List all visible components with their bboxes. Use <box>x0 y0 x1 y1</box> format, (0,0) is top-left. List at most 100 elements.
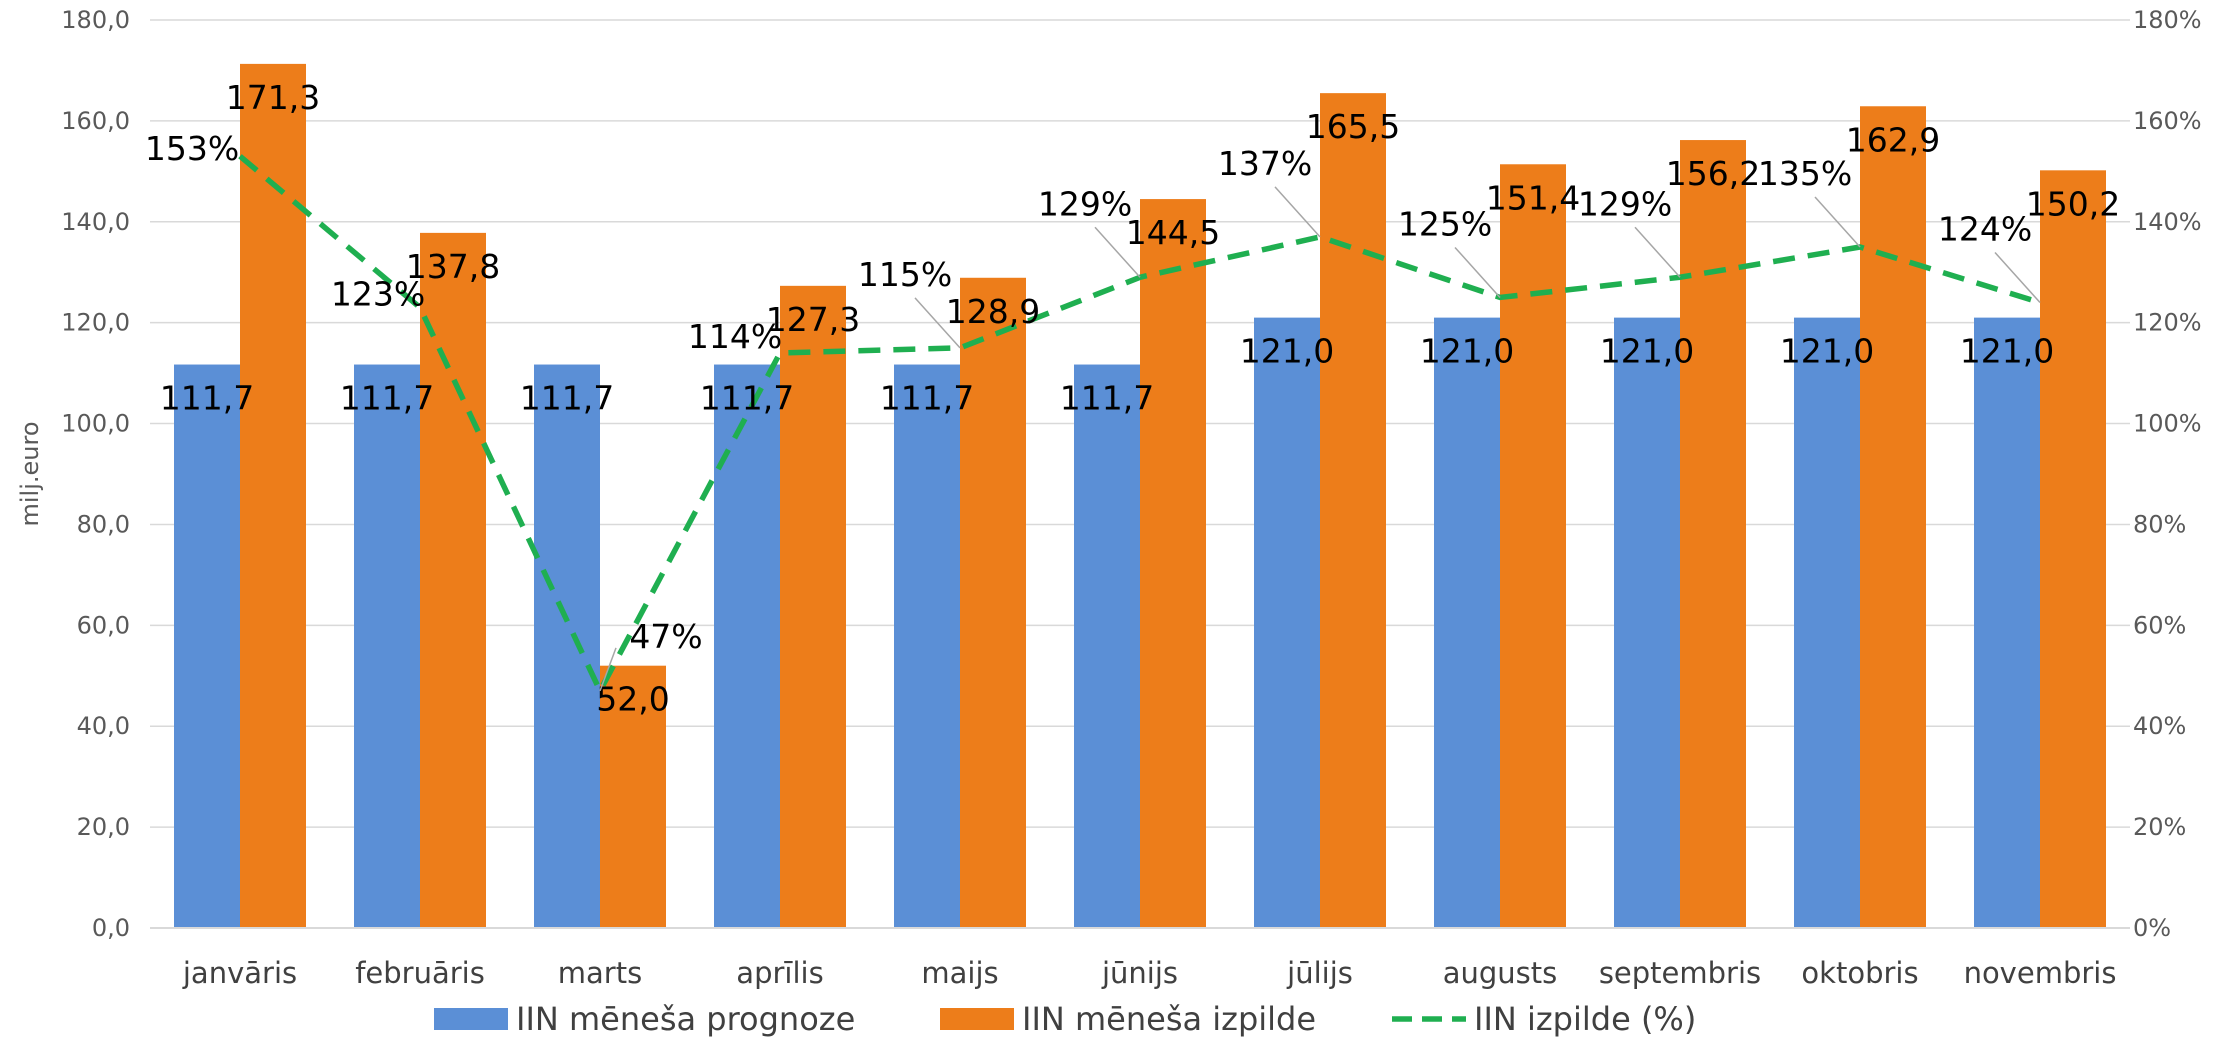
y2-tick-label: 20% <box>2133 813 2186 841</box>
y2-tick-label: 180% <box>2133 6 2202 34</box>
bar-forecast <box>894 364 960 929</box>
y-tick-label: 40,0 <box>77 712 130 740</box>
data-label-forecast: 111,7 <box>880 379 974 418</box>
y2-tick-label: 100% <box>2133 410 2202 438</box>
y-tick-label: 0,0 <box>92 914 130 942</box>
y-tick-label: 100,0 <box>61 410 130 438</box>
data-label-forecast: 111,7 <box>520 379 614 418</box>
data-label-actual: 52,0 <box>596 680 669 719</box>
x-tick-label: marts <box>558 956 642 990</box>
x-tick-label: februāris <box>355 956 485 990</box>
y-tick-label: 160,0 <box>61 107 130 135</box>
x-tick-label: oktobris <box>1801 956 1918 990</box>
data-label-actual: 150,2 <box>2026 184 2120 223</box>
bar-actual <box>240 63 306 929</box>
data-label-percent: 129% <box>1578 184 1672 223</box>
legend-label: IIN izpilde (%) <box>1474 1000 1696 1038</box>
bar-actual <box>2040 170 2106 928</box>
y2-tick-label: 80% <box>2133 510 2186 538</box>
data-label-percent: 123% <box>331 275 425 314</box>
y2-tick-label: 60% <box>2133 611 2186 639</box>
data-label-percent: 137% <box>1218 144 1312 183</box>
data-label-percent: 153% <box>145 129 239 168</box>
y-axis-left: 0,0 20,0 40,0 60,0 80,0 100,0 120,0 140,0 160,0 1… <box>61 6 130 942</box>
x-tick-label: janvāris <box>182 956 297 990</box>
data-label-percent: 115% <box>858 255 952 294</box>
data-label-forecast: 111,7 <box>160 379 254 418</box>
x-axis: janvāris februāris marts aprīlis maijs jūnijs… <box>182 956 2117 990</box>
data-label-forecast: 111,7 <box>700 379 794 418</box>
bar-forecast <box>354 364 420 929</box>
y-tick-label: 80,0 <box>77 510 130 538</box>
bar-actual <box>420 232 486 928</box>
leader-line <box>1094 226 1141 278</box>
y-tick-label: 180,0 <box>61 6 130 34</box>
bar-actual <box>1860 106 1926 928</box>
data-label-actual: 156,2 <box>1666 154 1760 193</box>
y2-tick-label: 120% <box>2133 309 2202 337</box>
bar-actual <box>960 277 1026 928</box>
legend-label: IIN mēneša prognoze <box>516 1000 855 1038</box>
data-label-forecast: 111,7 <box>1060 379 1154 418</box>
leader-line <box>1994 251 2041 303</box>
bar-forecast <box>1074 364 1140 929</box>
bar-actual <box>780 285 846 928</box>
y-tick-label: 140,0 <box>61 208 130 236</box>
bar-forecast <box>174 364 240 929</box>
data-label-actual: 162,9 <box>1846 120 1940 159</box>
y2-tick-label: 0% <box>2133 914 2171 942</box>
y-tick-label: 60,0 <box>77 611 130 639</box>
data-label-actual: 151,4 <box>1486 178 1580 217</box>
y2-tick-label: 140% <box>2133 208 2202 236</box>
legend: IIN mēneša prognoze IIN mēneša izpilde IIN… <box>434 1000 1696 1038</box>
data-labels: 111,7 111,7 111,7 111,7 111,7 111,7 121,0 121,0… <box>145 78 2120 719</box>
legend-label: IIN mēneša izpilde <box>1022 1000 1316 1038</box>
bar-forecast <box>1434 317 1500 929</box>
bar-actual <box>1320 93 1386 928</box>
y2-tick-label: 40% <box>2133 712 2186 740</box>
x-tick-label: novembris <box>1964 956 2117 990</box>
data-label-actual: 171,3 <box>226 78 320 117</box>
x-tick-label: augusts <box>1443 956 1558 990</box>
bar-forecast <box>1614 317 1680 929</box>
bar-actual <box>600 665 666 928</box>
data-label-percent: 47% <box>629 617 702 656</box>
data-label-forecast: 121,0 <box>1420 332 1514 371</box>
x-tick-label: jūnijs <box>1101 956 1178 990</box>
data-label-percent: 135% <box>1758 154 1852 193</box>
data-label-forecast: 121,0 <box>1780 332 1874 371</box>
bar-forecast <box>714 364 780 929</box>
bars <box>174 63 2106 929</box>
leader-line <box>1634 226 1681 278</box>
leader-line <box>1814 196 1861 248</box>
data-label-actual: 137,8 <box>406 247 500 286</box>
leader-line <box>1274 186 1321 238</box>
bar-forecast <box>1974 317 2040 929</box>
x-tick-label: septembris <box>1599 956 1761 990</box>
data-label-forecast: 121,0 <box>1240 332 1334 371</box>
y-tick-label: 120,0 <box>61 309 130 337</box>
y2-tick-label: 160% <box>2133 107 2202 135</box>
legend-swatch <box>434 1008 508 1030</box>
bar-forecast <box>1794 317 1860 929</box>
bar-actual <box>1140 199 1206 929</box>
data-label-forecast: 121,0 <box>1960 332 2054 371</box>
y-axis-title: milj.euro <box>16 421 44 526</box>
leader-line <box>914 297 961 349</box>
x-tick-label: maijs <box>921 956 998 990</box>
data-label-forecast: 121,0 <box>1600 332 1694 371</box>
x-tick-label: jūlijs <box>1286 956 1353 990</box>
data-label-percent: 129% <box>1038 184 1132 223</box>
data-label-percent: 124% <box>1938 209 2032 248</box>
bar-forecast <box>534 364 600 929</box>
legend-swatch <box>940 1008 1014 1030</box>
data-label-forecast: 111,7 <box>340 379 434 418</box>
data-label-percent: 114% <box>688 317 782 356</box>
bar-actual <box>1680 140 1746 928</box>
bar-forecast <box>1254 317 1320 929</box>
data-label-actual: 165,5 <box>1306 107 1400 146</box>
data-label-actual: 128,9 <box>946 292 1040 331</box>
leader-line <box>1454 246 1501 298</box>
data-label-actual: 127,3 <box>766 300 860 339</box>
